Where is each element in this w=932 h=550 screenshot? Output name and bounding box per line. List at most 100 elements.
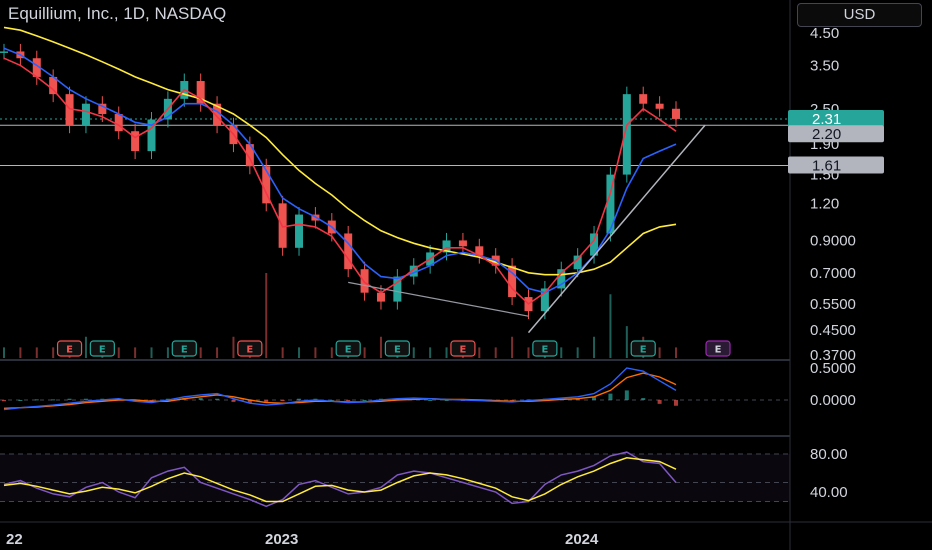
price-tick-label: 0.3700 [810,347,856,364]
earnings-badge [89,340,115,357]
rsi-line [3,451,677,508]
price-tag [788,109,884,127]
macd-histogram-bar [247,400,252,404]
macd-tick-label: 0.0000 [810,392,856,409]
earnings-marker: E [705,340,731,357]
volume-bar [429,347,432,358]
volume-bar [527,347,530,358]
earnings-label: E [66,345,73,356]
earnings-marker: E [630,340,656,357]
price-tick-label: 1.20 [810,195,839,212]
volume-bar [134,347,137,358]
candle-body [540,288,549,312]
macd-histogram-bar [657,400,662,404]
volume-bar [330,347,333,358]
price-tag-label: 2.20 [812,126,841,143]
volume-bar [298,347,301,358]
volume-bar [625,326,628,358]
price-tick-label: 0.4500 [810,322,856,339]
earnings-badge [237,340,263,357]
volume-bar [363,347,366,358]
price-tick-label: 0.9000 [810,232,856,249]
earnings-marker: E [335,340,361,357]
earnings-label: E [541,345,548,356]
volume-bar [314,347,317,358]
volume-bar [19,347,22,358]
volume-bar [658,347,661,358]
volume-bar [52,347,55,358]
earnings-label: E [394,345,401,356]
earnings-badge [705,340,731,357]
time-tick-label: 2023 [265,531,298,548]
price-tick-label: 0.5500 [810,296,856,313]
earnings-marker: E [237,340,263,357]
candle-body [360,269,369,293]
volume-bar [445,347,448,358]
candle-body [573,255,582,270]
candle-body [458,240,467,247]
macd-histogram-bar [592,396,597,400]
currency-button[interactable]: USD [797,3,922,27]
volume-bar [511,336,514,358]
candle-body [147,119,156,152]
candle-body [0,51,8,53]
earnings-marker: E [89,340,115,357]
macd-histogram-bar [280,400,285,401]
candle-body [98,103,107,115]
earnings-marker: E [56,340,83,357]
candle-body [442,240,451,253]
macd-histogram-bar [641,398,646,400]
candle-body [557,269,566,289]
candle-body [475,246,484,256]
candle-body [639,94,648,104]
candle-body [49,76,58,95]
volume-bar [84,336,87,358]
rsi-tick-label: 40.00 [810,484,848,501]
price-tag [788,156,884,174]
volume-bar [576,347,579,358]
earnings-badge [532,340,558,357]
volume-bar [150,347,153,358]
macd-histogram-bar [51,399,56,401]
earnings-badge [384,340,410,357]
earnings-label: E [246,345,253,356]
macd-histogram-bar [215,398,220,400]
rsi-pane[interactable] [0,451,790,508]
earnings-label: E [181,345,188,356]
macd-histogram-bar [510,400,515,401]
candle-body [590,233,599,256]
price-tag-label: 1.61 [812,157,841,174]
candle-body [114,114,123,132]
earnings-label: E [640,345,647,356]
price-axis[interactable]: 4.503.502.501.901.501.200.90000.70000.55… [788,25,884,501]
earnings-badge [171,340,197,357]
macd-line [3,367,677,411]
macd-pane[interactable] [0,367,790,411]
price-tick-label: 3.50 [810,57,839,74]
candle-body [32,58,41,77]
macd-tick-label: 0.5000 [810,360,856,377]
volume-bar [478,347,481,358]
macd-histogram-bar [231,400,236,402]
macd-histogram-bar [18,400,23,401]
earnings-badge [630,340,656,357]
chart-title: Equillium, Inc., 1D, NASDAQ [8,4,227,23]
price-tag-label: 2.31 [812,111,841,128]
volume-bar [3,347,5,358]
volume-bar [232,336,235,358]
earnings-badge [335,340,361,357]
earnings-marker: E [384,340,410,357]
earnings-label: E [715,345,722,356]
volume-bar [281,347,284,358]
time-axis[interactable]: 22 2023 2024 [6,531,599,548]
macd-histogram-bar [83,398,88,400]
volume-bar [379,336,382,358]
candle-body [672,108,680,119]
price-tick-label: 4.50 [810,25,839,42]
volume-bar [199,347,202,358]
trendline-drawing [348,281,529,317]
volume-bar [494,347,497,358]
time-tick-label: 2024 [565,531,599,548]
